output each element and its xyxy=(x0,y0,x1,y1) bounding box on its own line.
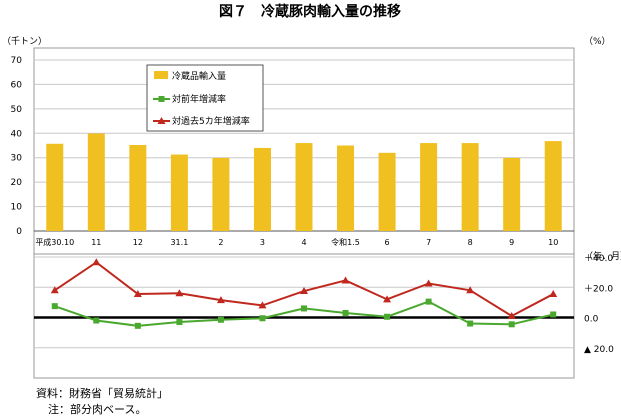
x-tick-label: 令和1.5 xyxy=(331,237,360,247)
upper-y-tick-label: 40 xyxy=(11,129,23,139)
left-unit-label: （千トン） xyxy=(2,36,47,47)
upper-y-tick-label: 0 xyxy=(16,227,22,237)
upper-y-tick-label: 10 xyxy=(11,203,23,213)
series-point xyxy=(50,286,59,294)
legend-marker-5yr xyxy=(157,117,166,124)
series-point xyxy=(508,321,515,328)
series-point xyxy=(301,305,307,312)
lower-y-tick-label: 0.0 xyxy=(584,315,599,325)
line-series xyxy=(50,258,558,329)
series-point xyxy=(467,320,474,327)
x-tick-label: 6 xyxy=(385,238,390,247)
series-point xyxy=(259,315,266,322)
bar xyxy=(46,143,64,231)
period-label: （年．月） xyxy=(584,250,621,262)
series-point xyxy=(466,286,475,294)
x-tick-label: 4 xyxy=(301,238,306,247)
series-point xyxy=(92,258,101,266)
series-point xyxy=(134,322,141,329)
lower-gridlines xyxy=(34,256,574,349)
bar xyxy=(420,143,438,231)
series-point xyxy=(176,319,183,326)
series-point xyxy=(342,309,349,316)
series-point xyxy=(216,296,225,304)
series-point xyxy=(550,311,557,318)
bar xyxy=(129,145,147,231)
series-point xyxy=(258,301,267,309)
legend: 冷蔵品輸入量 対前年増減率 対過去5カ年増減率 xyxy=(146,64,264,132)
legend-label-yoy: 対前年増減率 xyxy=(172,93,226,105)
series-point xyxy=(217,316,224,323)
series-point xyxy=(384,313,391,320)
legend-label-imports: 冷蔵品輸入量 xyxy=(172,70,226,82)
x-tick-label: 3 xyxy=(260,238,265,247)
x-tick-label: 12 xyxy=(133,238,143,247)
x-tick-label: 2 xyxy=(218,238,223,247)
series-point xyxy=(175,289,184,297)
plot-frame xyxy=(33,47,575,379)
x-tick-label: 8 xyxy=(468,238,473,247)
series-point xyxy=(507,311,516,319)
legend-swatch-imports xyxy=(154,71,168,79)
x-tick-label: 9 xyxy=(509,238,514,247)
bar xyxy=(253,147,271,231)
bar xyxy=(87,133,105,231)
bar xyxy=(212,157,230,231)
upper-y-tick-label: 20 xyxy=(11,178,23,188)
upper-y-tick-label: 70 xyxy=(11,56,23,66)
bar xyxy=(295,143,313,231)
bar xyxy=(337,145,355,231)
x-tick-labels: 平成30.10 11 12 31.1 2 3 4 令和1.5 6 7 8 9 10 xyxy=(35,237,558,247)
x-tick-label: 平成30.10 xyxy=(35,237,74,247)
legend-label-5yr: 対過去5カ年増減率 xyxy=(172,115,250,127)
x-tick-label: 11 xyxy=(91,238,101,247)
bar xyxy=(544,141,562,231)
upper-y-tick-label: 50 xyxy=(11,105,23,115)
series-point xyxy=(133,290,142,298)
bar xyxy=(503,157,521,231)
right-unit-label: （%） xyxy=(584,36,611,47)
lower-y-tick-label: ＋20.0 xyxy=(584,283,613,294)
upper-y-tick-labels: 0 10 20 30 40 50 60 70 xyxy=(11,56,23,237)
bar xyxy=(170,154,188,231)
bar xyxy=(461,143,479,231)
series-line xyxy=(54,300,554,327)
bar xyxy=(378,152,396,231)
series-point xyxy=(424,279,433,287)
bar-series xyxy=(46,133,562,231)
series-point xyxy=(383,295,392,303)
footnote: 注：部分肉ベース。 xyxy=(48,403,147,416)
series-point xyxy=(425,298,432,305)
upper-y-tick-label: 60 xyxy=(11,80,23,90)
lower-y-tick-label: ＋40.0 xyxy=(584,253,613,264)
legend-marker-yoy xyxy=(158,96,165,102)
x-tick-label: 7 xyxy=(426,238,431,247)
chart-title: 図７ 冷蔵豚肉輸入量の推移 xyxy=(219,3,401,20)
series-point xyxy=(51,303,58,310)
x-tick-label: 31.1 xyxy=(170,238,188,247)
series-point xyxy=(93,317,100,324)
lower-y-tick-labels: ▲ 20.0 0.0 ＋20.0 ＋40.0 xyxy=(584,253,614,355)
series-point xyxy=(341,276,350,284)
source-note: 資料：財務省「貿易統計」 xyxy=(36,387,168,400)
lower-y-tick-label: ▲ 20.0 xyxy=(584,345,614,355)
series-point xyxy=(549,290,558,298)
series-point xyxy=(300,287,308,295)
upper-y-tick-label: 30 xyxy=(11,154,23,164)
x-tick-label: 10 xyxy=(548,238,558,247)
upper-gridlines xyxy=(34,59,574,232)
